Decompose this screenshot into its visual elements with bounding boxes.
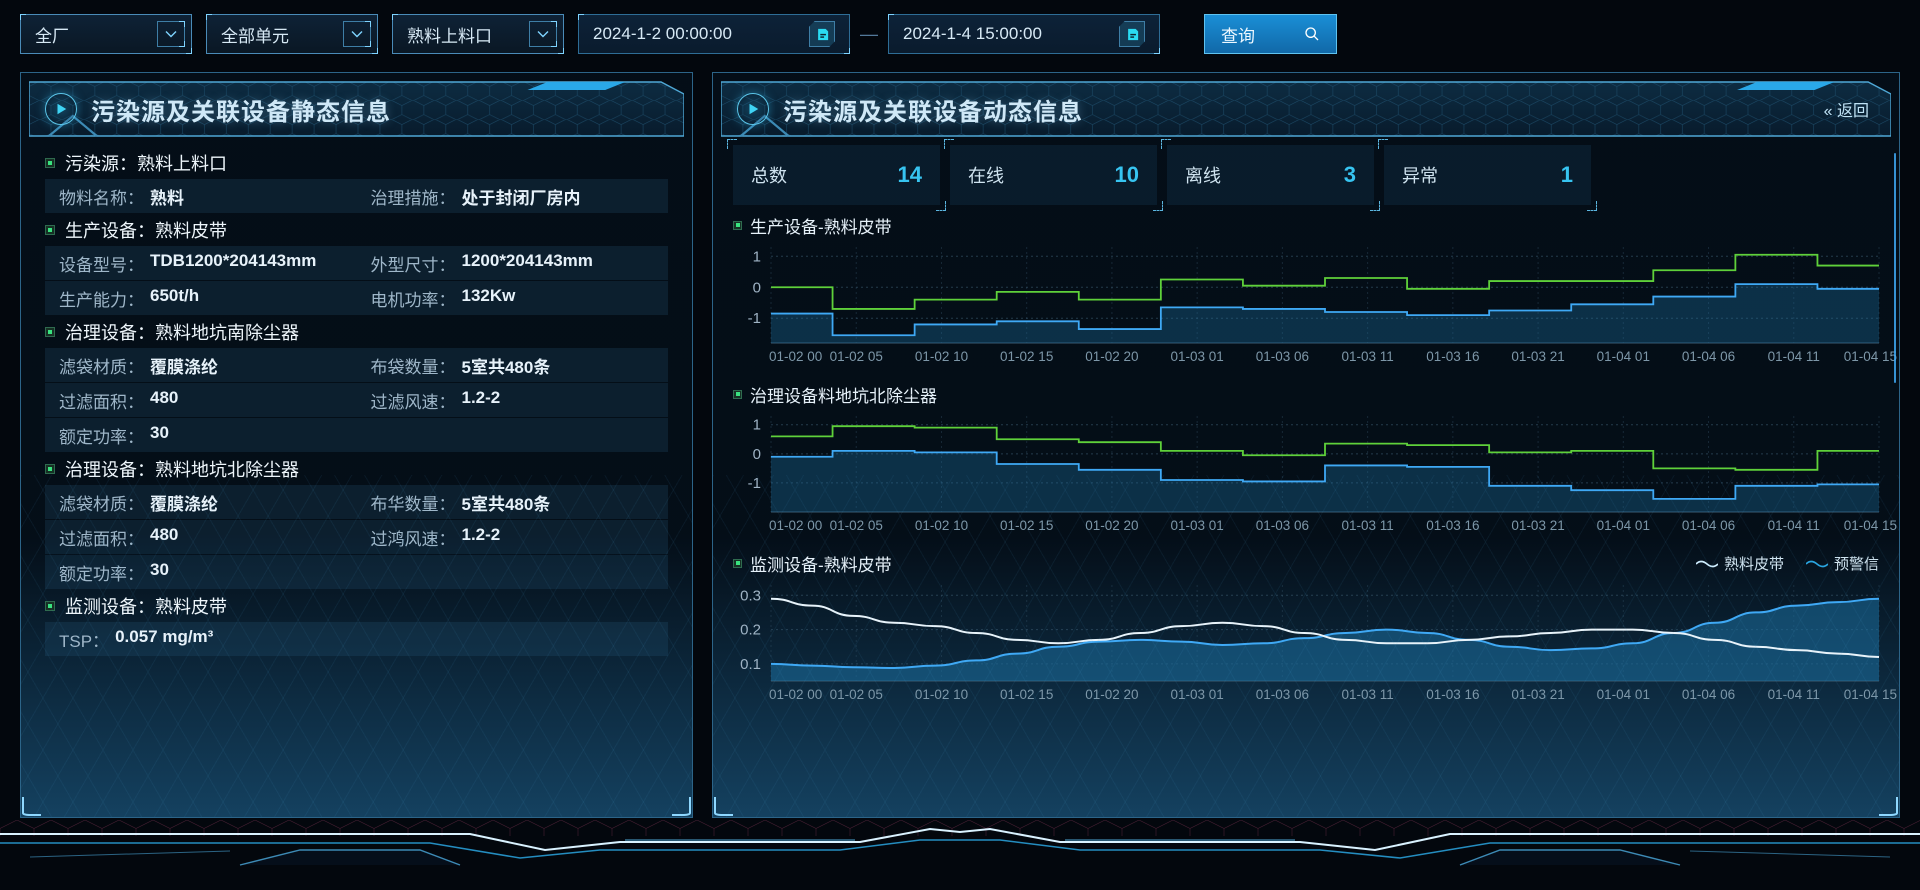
svg-text:01-02 15: 01-02 15 xyxy=(1000,518,1053,533)
svg-text:01-03 01: 01-03 01 xyxy=(1171,518,1224,533)
svg-text:01-04 15: 01-04 15 xyxy=(1844,349,1897,364)
svg-text:01-04 01: 01-04 01 xyxy=(1597,349,1650,364)
svg-text:01-03 11: 01-03 11 xyxy=(1341,518,1393,533)
svg-text:01-02 15: 01-02 15 xyxy=(1000,349,1053,364)
svg-text:-1: -1 xyxy=(748,310,761,327)
svg-text:01-04 11: 01-04 11 xyxy=(1768,349,1820,364)
svg-text:1: 1 xyxy=(753,248,761,265)
svg-text:0.3: 0.3 xyxy=(740,587,761,604)
svg-text:01-03 06: 01-03 06 xyxy=(1256,518,1309,533)
svg-text:-1: -1 xyxy=(748,475,761,492)
svg-text:01-02 05: 01-02 05 xyxy=(830,518,883,533)
svg-text:01-03 11: 01-03 11 xyxy=(1341,349,1393,364)
svg-text:01-03 16: 01-03 16 xyxy=(1426,687,1479,702)
svg-text:01-04 11: 01-04 11 xyxy=(1768,687,1820,702)
svg-text:01-02 10: 01-02 10 xyxy=(915,349,968,364)
svg-text:0: 0 xyxy=(753,279,761,296)
svg-text:01-03 21: 01-03 21 xyxy=(1511,349,1564,364)
svg-text:01-03 16: 01-03 16 xyxy=(1426,349,1479,364)
svg-text:01-03 16: 01-03 16 xyxy=(1426,518,1479,533)
svg-text:01-03 11: 01-03 11 xyxy=(1341,687,1393,702)
svg-text:01-02 15: 01-02 15 xyxy=(1000,687,1053,702)
svg-text:01-02 00: 01-02 00 xyxy=(769,518,822,533)
svg-text:01-03 21: 01-03 21 xyxy=(1511,687,1564,702)
svg-text:01-02 20: 01-02 20 xyxy=(1085,687,1138,702)
svg-text:01-04 15: 01-04 15 xyxy=(1844,518,1897,533)
svg-text:01-02 20: 01-02 20 xyxy=(1085,518,1138,533)
svg-text:01-03 01: 01-03 01 xyxy=(1171,687,1224,702)
svg-text:01-02 05: 01-02 05 xyxy=(830,349,883,364)
svg-text:1: 1 xyxy=(753,417,761,434)
svg-text:01-02 00: 01-02 00 xyxy=(769,349,822,364)
svg-text:01-04 11: 01-04 11 xyxy=(1768,518,1820,533)
svg-text:01-04 06: 01-04 06 xyxy=(1682,349,1735,364)
svg-text:0: 0 xyxy=(753,446,761,463)
svg-text:01-02 10: 01-02 10 xyxy=(915,518,968,533)
svg-text:01-02 20: 01-02 20 xyxy=(1085,349,1138,364)
svg-text:01-02 05: 01-02 05 xyxy=(830,687,883,702)
svg-text:01-04 01: 01-04 01 xyxy=(1597,518,1650,533)
svg-text:01-04 06: 01-04 06 xyxy=(1682,518,1735,533)
svg-text:01-02 10: 01-02 10 xyxy=(915,687,968,702)
svg-text:01-03 06: 01-03 06 xyxy=(1256,687,1309,702)
svg-text:01-04 06: 01-04 06 xyxy=(1682,687,1735,702)
svg-text:0.2: 0.2 xyxy=(740,622,761,639)
svg-text:01-04 01: 01-04 01 xyxy=(1597,687,1650,702)
svg-text:01-03 01: 01-03 01 xyxy=(1171,349,1224,364)
svg-text:01-03 06: 01-03 06 xyxy=(1256,349,1309,364)
svg-text:01-02 00: 01-02 00 xyxy=(769,687,822,702)
svg-text:01-04 15: 01-04 15 xyxy=(1844,687,1897,702)
svg-text:01-03 21: 01-03 21 xyxy=(1511,518,1564,533)
svg-text:0.1: 0.1 xyxy=(740,656,761,673)
